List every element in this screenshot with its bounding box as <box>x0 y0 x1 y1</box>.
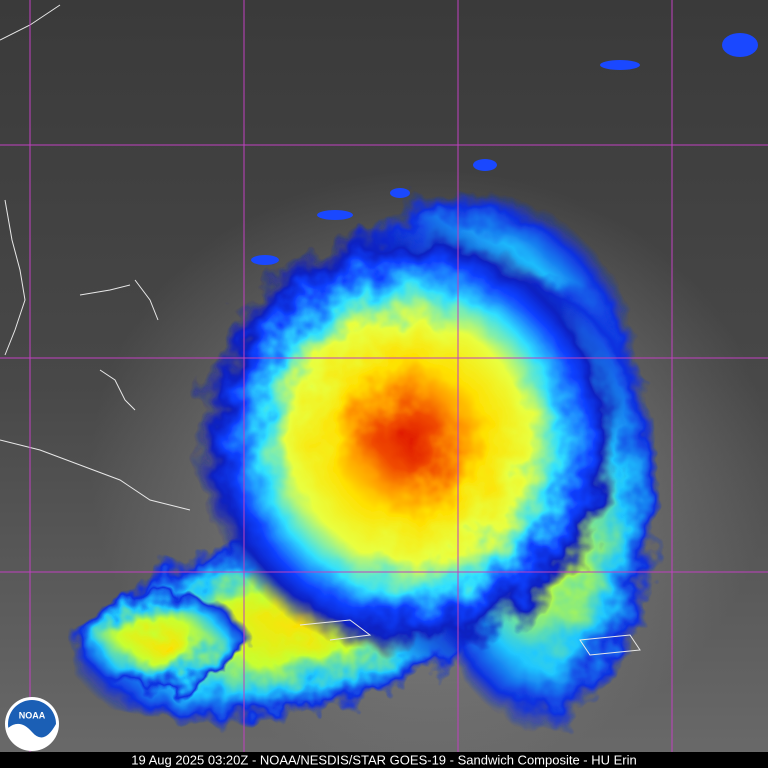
caption-bar <box>0 752 768 768</box>
noaa-logo: NOAA <box>5 697 59 751</box>
small-clouds <box>251 33 758 265</box>
hurricane <box>70 190 660 730</box>
lat-lon-grid <box>0 0 768 752</box>
logo-text: NOAA <box>19 710 46 720</box>
caption: 19 Aug 2025 03:20Z - NOAA/NESDIS/STAR GO… <box>131 752 637 767</box>
coastlines <box>0 4 641 656</box>
